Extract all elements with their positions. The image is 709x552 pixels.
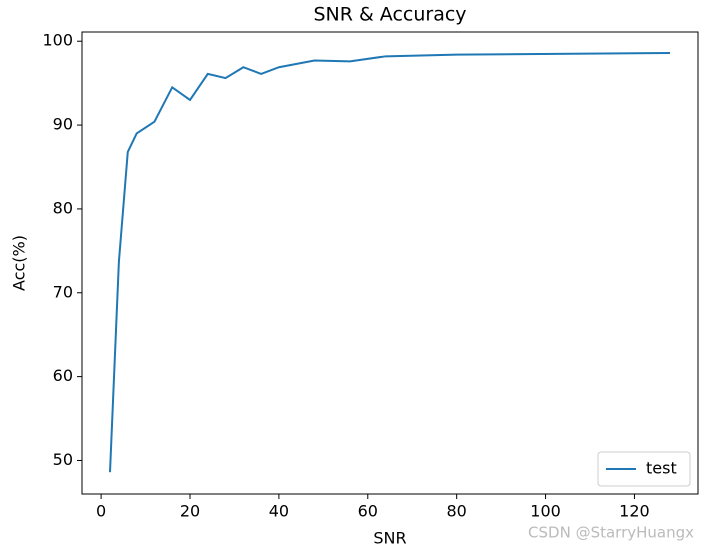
x-tick-label: 120 [619, 502, 650, 521]
y-tick-label: 50 [53, 450, 73, 469]
plot-frame [81, 31, 699, 495]
x-tick-label: 0 [96, 502, 106, 521]
x-tick-label: 100 [530, 502, 561, 521]
y-tick-label: 70 [53, 282, 73, 301]
x-tick-label: 80 [446, 502, 466, 521]
x-axis-label: SNR [373, 529, 406, 548]
y-tick-label: 90 [53, 115, 73, 134]
chart-title: SNR & Accuracy [313, 4, 466, 26]
y-tick-label: 80 [53, 198, 73, 217]
legend-box [597, 451, 691, 487]
y-tick-label: 100 [42, 31, 73, 50]
watermark: CSDN @StarryHuangx [528, 524, 694, 542]
x-tick-label: 60 [358, 502, 378, 521]
x-tick-label: 40 [269, 502, 289, 521]
legend-label: test [646, 459, 677, 478]
y-tick-label: 60 [53, 366, 73, 385]
x-tick-label: 20 [180, 502, 200, 521]
y-axis-label: Acc(%) [10, 235, 29, 291]
data-line [109, 51, 671, 473]
